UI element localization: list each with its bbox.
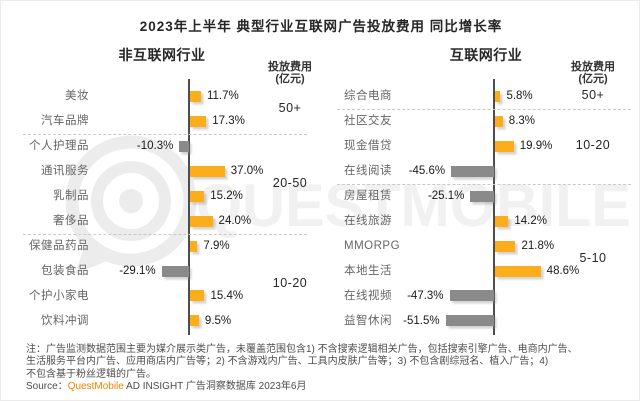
category-label: 在线视频 <box>344 289 392 302</box>
category-label: 乳制品 <box>53 190 89 203</box>
spend-axis-header: (亿元) <box>275 73 305 85</box>
axis-line <box>493 79 495 335</box>
value-label: 19.9% <box>519 140 553 153</box>
spend-axis-header: (亿元) <box>578 73 608 85</box>
value-label: 14.2% <box>514 215 547 228</box>
footnote: 注：广告监测数据范围主要为媒介展示类广告，未覆盖范围包含1) 不含搜索逻辑相关广… <box>26 344 578 393</box>
category-label: 房屋租赁 <box>344 190 392 203</box>
value-label: -45.6% <box>408 165 446 178</box>
bar-positive <box>495 115 503 127</box>
category-label: 美妆 <box>65 90 89 103</box>
value-label: 15.4% <box>210 289 244 302</box>
bar-positive <box>495 140 514 152</box>
category-label: 奢侈品 <box>53 215 89 228</box>
bar-positive <box>190 115 207 127</box>
bar-positive <box>495 265 541 277</box>
value-label: 48.6% <box>546 265 580 278</box>
category-label: 包装食品 <box>41 265 89 278</box>
category-label: 个人护理品 <box>29 140 89 153</box>
spend-band-label: 50+ <box>278 100 302 115</box>
spend-axis-header: 投放费用 <box>268 61 312 73</box>
spend-band-label: 10-20 <box>272 275 308 290</box>
bar-negative <box>161 265 189 277</box>
bar-negative <box>445 315 494 327</box>
value-label: 11.7% <box>206 90 239 103</box>
value-label: 37.0% <box>230 165 264 178</box>
value-label: 7.9% <box>203 240 230 253</box>
value-label: 21.8% <box>521 240 555 253</box>
category-label: 现金借贷 <box>344 140 392 153</box>
spend-band-label: 10-20 <box>575 138 611 153</box>
category-label: 通讯服务 <box>41 165 89 178</box>
group-divider <box>23 133 307 135</box>
category-label: 保健品药品 <box>29 240 89 253</box>
bar-positive <box>495 90 501 102</box>
bar-negative <box>470 190 494 202</box>
category-label: 本地生活 <box>344 265 392 278</box>
category-label: 饮料冲调 <box>41 314 89 327</box>
spend-band-label: 50+ <box>581 88 605 103</box>
bar-positive <box>190 90 201 102</box>
value-label: 15.2% <box>210 190 243 203</box>
axis-line <box>188 79 190 335</box>
spend-band-label: 20-50 <box>272 175 308 190</box>
value-label: -51.5% <box>403 314 440 327</box>
spend-axis-header: 投放费用 <box>571 61 615 73</box>
panel-title-internet: 互联网行业 <box>449 47 523 63</box>
bar-positive <box>190 315 199 327</box>
category-label: 综合电商 <box>344 90 392 103</box>
bar-positive <box>190 290 205 302</box>
spend-band-label: 5-10 <box>579 250 607 265</box>
group-divider <box>337 108 631 110</box>
value-label: 8.3% <box>508 115 536 128</box>
bar-positive <box>495 215 509 227</box>
value-label: -29.1% <box>119 265 156 278</box>
bar-positive <box>190 215 213 227</box>
category-label: 在线旅游 <box>344 215 392 228</box>
source-prefix: Source： <box>26 380 68 392</box>
value-label: 9.5% <box>204 314 232 327</box>
category-label: 汽车品牌 <box>41 115 89 128</box>
bar-positive <box>190 240 198 252</box>
category-label: 社区交友 <box>344 115 392 128</box>
value-label: 24.0% <box>218 215 252 228</box>
value-label: 5.8% <box>506 90 533 103</box>
value-label: -25.1% <box>427 190 465 203</box>
panel-title-non-internet: 非互联网行业 <box>118 47 206 63</box>
bar-negative <box>451 165 494 177</box>
footnote-line: 注：广告监测数据范围主要为媒介展示类广告，未覆盖范围包含1) 不含搜索逻辑相关广… <box>26 344 578 355</box>
value-label: -47.3% <box>407 289 444 302</box>
bar-positive <box>190 190 205 202</box>
bar-negative <box>179 140 189 152</box>
value-label: 17.3% <box>212 115 245 128</box>
bar-negative <box>449 290 494 302</box>
category-label: 个护小家电 <box>29 289 89 302</box>
page-title: 2023年上半年 典型行业互联网广告投放费用 同比增长率 <box>139 19 503 34</box>
category-label: MMORPG <box>344 240 401 253</box>
bar-positive <box>190 165 225 177</box>
bar-positive <box>495 240 516 252</box>
group-divider <box>337 183 631 185</box>
source-brand: QuestMobile <box>67 380 124 392</box>
footnote-line: 不包含基于粉丝逻辑的广告。 <box>26 368 156 380</box>
category-label: 益智休闲 <box>344 314 392 327</box>
category-label: 在线阅读 <box>344 165 392 178</box>
footnote-line: 生活服务平台内广告、应用商店内广告等；2) 不含游戏内广告、工具内皮肤广告等；3… <box>26 356 549 368</box>
value-label: -10.3% <box>136 140 174 153</box>
group-divider <box>23 233 307 235</box>
source-suffix: AD INSIGHT 广告洞察数据库 2023年6月 <box>123 380 307 392</box>
source-line: Source：QuestMobile AD INSIGHT 广告洞察数据库 20… <box>26 381 578 393</box>
